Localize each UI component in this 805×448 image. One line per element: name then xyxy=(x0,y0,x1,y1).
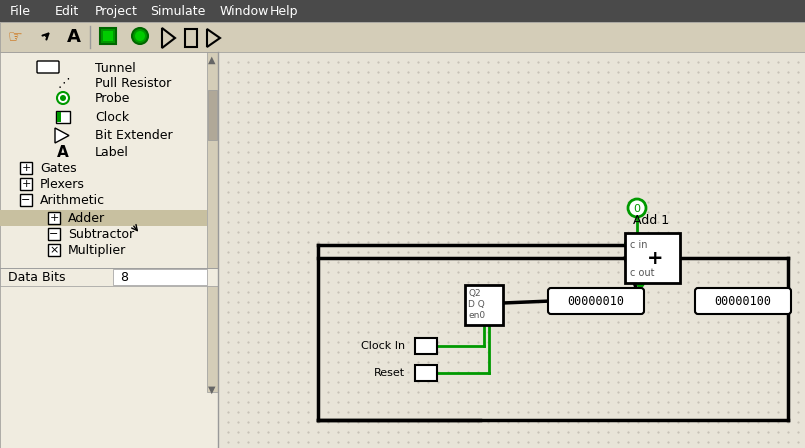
Text: en0: en0 xyxy=(468,310,485,319)
Text: A: A xyxy=(57,145,69,159)
Text: +: + xyxy=(49,213,59,223)
Bar xyxy=(625,233,680,283)
Text: Arithmetic: Arithmetic xyxy=(40,194,105,207)
Text: A: A xyxy=(67,28,81,46)
FancyBboxPatch shape xyxy=(695,288,791,314)
Text: 00000100: 00000100 xyxy=(715,294,771,307)
Circle shape xyxy=(57,92,69,104)
Polygon shape xyxy=(55,128,69,143)
Text: ▼: ▼ xyxy=(208,385,216,395)
Text: 8: 8 xyxy=(120,271,128,284)
Bar xyxy=(415,365,437,381)
Text: Probe: Probe xyxy=(95,91,130,104)
Circle shape xyxy=(132,28,148,44)
Bar xyxy=(20,178,32,190)
Bar xyxy=(0,22,805,52)
Bar xyxy=(103,31,113,41)
Text: Label: Label xyxy=(95,146,129,159)
Text: Add 1: Add 1 xyxy=(633,214,669,227)
Text: c in: c in xyxy=(630,240,647,250)
Text: D Q: D Q xyxy=(468,300,485,309)
Text: −: − xyxy=(49,229,59,239)
Bar xyxy=(0,210,207,226)
Text: Edit: Edit xyxy=(55,4,79,17)
Text: Bit Extender: Bit Extender xyxy=(95,129,172,142)
Bar xyxy=(208,90,217,140)
Bar xyxy=(56,111,70,123)
Bar xyxy=(0,268,218,286)
Text: ×: × xyxy=(49,245,59,255)
Bar xyxy=(0,52,218,448)
Text: Tunnel: Tunnel xyxy=(95,61,136,74)
Text: 00000010: 00000010 xyxy=(568,294,625,307)
Text: Clock In: Clock In xyxy=(361,341,405,351)
Text: Reset: Reset xyxy=(374,368,405,378)
Bar xyxy=(20,194,32,206)
Text: Data Bits: Data Bits xyxy=(8,271,65,284)
Text: Help: Help xyxy=(270,4,299,17)
Text: ⋰: ⋰ xyxy=(58,77,71,90)
Text: ☞: ☞ xyxy=(7,28,23,46)
Text: Pull Resistor: Pull Resistor xyxy=(95,77,171,90)
Text: Simulate: Simulate xyxy=(150,4,205,17)
Bar xyxy=(415,338,437,354)
Text: Window: Window xyxy=(220,4,270,17)
Bar xyxy=(465,285,503,325)
Text: ▲: ▲ xyxy=(208,55,216,65)
Text: Adder: Adder xyxy=(68,211,105,224)
FancyBboxPatch shape xyxy=(548,288,644,314)
Text: File: File xyxy=(10,4,31,17)
FancyBboxPatch shape xyxy=(37,61,59,73)
Text: Multiplier: Multiplier xyxy=(68,244,126,257)
Bar xyxy=(113,269,207,285)
Bar xyxy=(57,112,61,122)
Text: +: + xyxy=(21,163,31,173)
Bar xyxy=(0,0,805,22)
Text: c out: c out xyxy=(630,268,654,278)
Text: Clock: Clock xyxy=(95,111,129,124)
Bar xyxy=(48,244,60,256)
Bar xyxy=(207,52,218,392)
Bar xyxy=(20,162,32,174)
Text: Project: Project xyxy=(95,4,138,17)
Text: Subtractor: Subtractor xyxy=(68,228,134,241)
Text: Q2: Q2 xyxy=(468,289,481,297)
Circle shape xyxy=(60,95,66,101)
Text: Gates: Gates xyxy=(40,161,76,175)
Text: +: + xyxy=(646,249,663,267)
Text: Plexers: Plexers xyxy=(40,177,85,190)
Bar xyxy=(218,52,805,448)
Bar xyxy=(48,212,60,224)
Text: −: − xyxy=(21,195,31,205)
Text: +: + xyxy=(21,179,31,189)
Bar xyxy=(100,28,116,44)
Bar xyxy=(48,228,60,240)
Circle shape xyxy=(628,199,646,217)
Text: 0: 0 xyxy=(634,204,641,214)
Circle shape xyxy=(135,31,145,41)
Bar xyxy=(185,29,197,47)
